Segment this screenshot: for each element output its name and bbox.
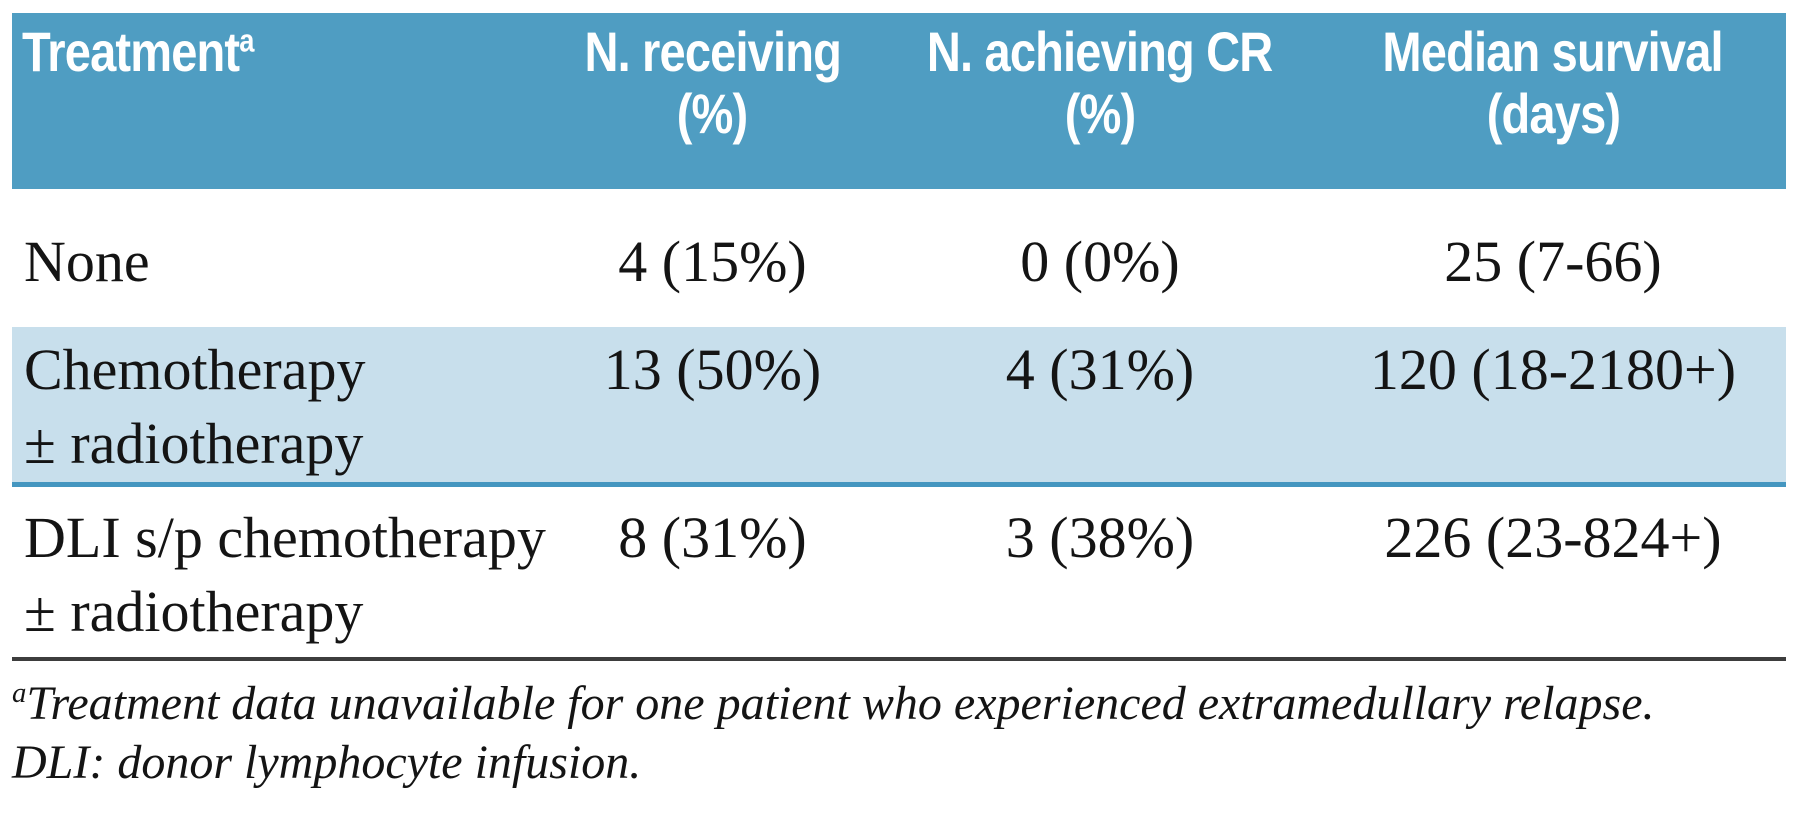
cell-median-survival: 226 (23-824+) (1384, 505, 1722, 570)
table-body: None 4 (15%) 0 (0%) 25 (7-66) Chemothera… (12, 189, 1786, 670)
cell-n-receiving: 8 (31%) (618, 505, 807, 570)
treatment-name-line2: ± radiotherapy (24, 579, 364, 644)
footnote-line1-text: Treatment data unavailable for one patie… (26, 677, 1655, 730)
treatment-outcomes-table: Treatmenta N. receiving (%) N. achieving… (12, 13, 1786, 670)
header-median-survival: Median survival (days) (1320, 13, 1786, 189)
table-header: Treatmenta N. receiving (%) N. achieving… (12, 13, 1786, 189)
cell-treatment: DLI s/p chemotherapy ± radiotherapy (12, 485, 546, 671)
cell-n-achieving-cr: 3 (38%) (1005, 505, 1195, 570)
table-row-dli: DLI s/p chemotherapy ± radiotherapy 8 (3… (12, 485, 1786, 671)
footnote: aTreatment data unavailable for one pati… (12, 674, 1786, 792)
cell-n-receiving: 4 (15%) (618, 229, 807, 294)
header-treatment: Treatmenta (12, 13, 545, 189)
treatment-name-line2: ± radiotherapy (24, 411, 364, 476)
footnote-divider (12, 657, 1786, 661)
footnote-superscript: a (12, 677, 27, 709)
cell-n-achieving-cr: 0 (0%) (1020, 229, 1180, 294)
treatment-name: None (24, 229, 150, 294)
header-n-receiving: N. receiving (%) (545, 13, 880, 189)
header-treatment-superscript: a (239, 22, 254, 59)
treatment-name: DLI s/p chemotherapy (24, 505, 546, 570)
treatment-name: Chemotherapy (24, 337, 366, 402)
cell-n-receiving: 13 (50%) (545, 327, 880, 487)
cell-treatment: None (12, 189, 545, 327)
table-row-none: None 4 (15%) 0 (0%) 25 (7-66) (12, 189, 1786, 327)
header-n-achieving-cr: N. achieving CR (%) (880, 13, 1320, 189)
header-row: Treatmenta N. receiving (%) N. achieving… (12, 13, 1786, 189)
table-row-chemotherapy: Chemotherapy ± radiotherapy 13 (50%) 4 (… (12, 327, 1786, 487)
header-n-receiving-line2: (%) (677, 82, 748, 145)
cell-median-survival: 120 (18-2180+) (1320, 327, 1786, 487)
header-n-receiving-line1: N. receiving (584, 20, 841, 83)
cell-median-survival: 25 (7-66) (1444, 229, 1662, 294)
header-treatment-label: Treatment (22, 20, 240, 83)
cell-treatment: Chemotherapy ± radiotherapy (12, 327, 545, 487)
footnote-line2: DLI: donor lymphocyte infusion. (12, 736, 642, 789)
header-n-achieving-cr-line2: (%) (1064, 82, 1136, 145)
header-median-survival-line2: (days) (1486, 82, 1620, 145)
cell-n-achieving-cr: 4 (31%) (880, 327, 1320, 487)
header-n-achieving-cr-line1: N. achieving CR (927, 20, 1273, 83)
header-median-survival-line1: Median survival (1382, 20, 1724, 83)
footnote-line1: aTreatment data unavailable for one pati… (12, 674, 1786, 733)
